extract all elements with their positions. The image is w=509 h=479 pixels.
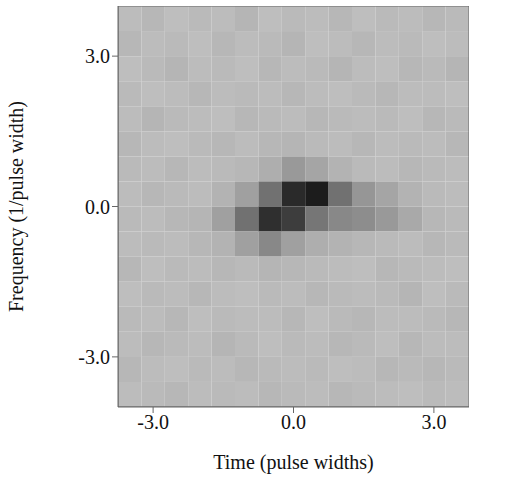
svg-text:0.0: 0.0 (85, 196, 110, 218)
svg-text:Frequency (1/pulse width): Frequency (1/pulse width) (5, 101, 28, 312)
svg-text:-3.0: -3.0 (137, 411, 169, 433)
svg-text:-3.0: -3.0 (78, 346, 110, 368)
svg-text:0.0: 0.0 (281, 411, 306, 433)
svg-text:3.0: 3.0 (421, 411, 446, 433)
svg-text:3.0: 3.0 (85, 45, 110, 67)
svg-text:Time (pulse widths): Time (pulse widths) (213, 451, 373, 474)
